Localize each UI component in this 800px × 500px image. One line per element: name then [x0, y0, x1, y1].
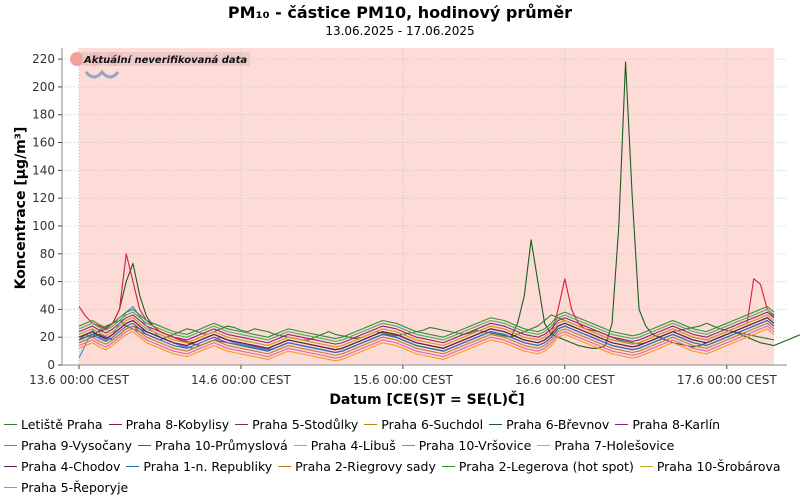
- y-tick-label: 80: [40, 247, 55, 261]
- unverified-data-band: [79, 48, 774, 365]
- legend-label: Praha 9-Vysočany: [21, 438, 133, 453]
- legend-label: Praha 10-Průmyslová: [155, 438, 288, 453]
- y-tick-label: 20: [40, 330, 55, 344]
- y-axis-label: Koncentrace [µg/m³]: [13, 127, 29, 290]
- legend-item: Praha 2-Legerova (hot spot): [441, 456, 634, 477]
- legend-swatch: [4, 487, 17, 488]
- legend-swatch: [4, 466, 17, 467]
- legend-item: Praha 10-Průmyslová: [138, 435, 288, 456]
- legend-item: Praha 6-Suchdol: [364, 414, 483, 435]
- annotation-wave-icon: [84, 69, 120, 79]
- chart-subtitle: 13.06.2025 - 17.06.2025: [325, 24, 474, 38]
- annotation-background: [82, 52, 250, 66]
- legend-label: Praha 6-Suchdol: [381, 417, 484, 432]
- legend-item: Praha 9-Vysočany: [4, 435, 132, 456]
- y-tick-label: 40: [40, 302, 55, 316]
- legend: Letiště Praha Praha 8-Kobylisy Praha 5-Sto…: [4, 414, 796, 498]
- legend-swatch: [293, 445, 307, 446]
- x-tick-label: 17.6 00:00 CEST: [677, 373, 778, 387]
- series-line-11: [78, 328, 775, 362]
- legend-label: Praha 10-Vršovice: [418, 438, 532, 453]
- y-tick-label: 140: [32, 163, 55, 177]
- x-tick-label: 14.6 00:00 CEST: [191, 373, 292, 387]
- legend-item: Letiště Praha: [4, 414, 103, 435]
- y-tick-label: 120: [32, 191, 55, 205]
- series-line-12: [78, 317, 775, 351]
- legend-label: Praha 2-Riegrovy sady: [295, 459, 436, 474]
- legend-swatch: [4, 424, 17, 425]
- legend-item: Praha 4-Chodov: [4, 456, 120, 477]
- y-tick-label: 60: [40, 275, 55, 289]
- annotation-marker: [70, 52, 84, 66]
- series-line-10: [78, 308, 775, 342]
- legend-item: Praha 10-Vršovice: [401, 435, 532, 456]
- legend-label: Praha 1-n. Republiky: [143, 459, 273, 474]
- legend-swatch: [108, 424, 122, 425]
- legend-label: Praha 6-Břevnov: [506, 417, 610, 432]
- x-tick-label: 15.6 00:00 CEST: [353, 373, 454, 387]
- legend-label: Praha 5-Řeporyje: [21, 480, 129, 495]
- y-tick-label: 0: [47, 358, 55, 372]
- legend-label: Praha 4-Chodov: [21, 459, 121, 474]
- y-tick-label: 220: [32, 52, 55, 66]
- legend-label: Praha 8-Kobylisy: [125, 417, 230, 432]
- legend-swatch: [4, 445, 17, 446]
- legend-label: Praha 10-Šrobárova: [656, 459, 781, 474]
- chart-title: PM₁₀ - částice PM10, hodinový průměr: [228, 3, 572, 22]
- legend-label: Praha 7-Holešovice: [554, 438, 675, 453]
- legend-label: Praha 2-Legerova (hot spot): [458, 459, 634, 474]
- y-tick-label: 180: [32, 108, 55, 122]
- legend-swatch: [138, 445, 152, 446]
- y-tick-label: 100: [32, 219, 55, 233]
- legend-swatch: [401, 445, 415, 446]
- y-tick-label: 160: [32, 136, 55, 150]
- legend-swatch: [278, 466, 292, 467]
- y-tick-label: 200: [32, 80, 55, 94]
- legend-item: Praha 4-Libuš: [293, 435, 396, 456]
- series-line-16: [78, 314, 775, 348]
- legend-label: Praha 8-Karlín: [632, 417, 721, 432]
- legend-swatch: [639, 466, 653, 467]
- plot-area: 0 20 40 60 80 100 120 140 160 180 200 220 13.6 00:00…: [29, 48, 800, 387]
- series-line-14: [78, 322, 775, 356]
- legend-item: Praha 8-Kobylisy: [108, 414, 230, 435]
- legend-item: Praha 6-Břevnov: [489, 414, 609, 435]
- legend-swatch: [364, 424, 378, 425]
- legend-item: Praha 8-Karlín: [615, 414, 720, 435]
- chart: PM₁₀ - částice PM10, hodinový průměr 13.…: [13, 3, 800, 408]
- legend-item: Praha 1-n. Republiky: [126, 456, 272, 477]
- legend-item: Praha 5-Řeporyje: [4, 477, 128, 498]
- legend-item: Praha 10-Šrobárova: [639, 456, 781, 477]
- legend-label: Praha 5-Stodůlky: [252, 417, 359, 432]
- series-line-17: [78, 325, 775, 359]
- legend-swatch: [126, 466, 140, 467]
- legend-item: Praha 7-Holešovice: [537, 435, 674, 456]
- x-tick-label: 13.6 00:00 CEST: [29, 373, 130, 387]
- legend-label: Praha 4-Libuš: [310, 438, 396, 453]
- legend-item: Praha 2-Riegrovy sady: [278, 456, 436, 477]
- legend-swatch: [615, 424, 629, 425]
- legend-swatch: [537, 445, 551, 446]
- legend-item: Praha 5-Stodůlky: [235, 414, 358, 435]
- series-line-13: [78, 319, 775, 354]
- legend-label: Letiště Praha: [21, 417, 103, 432]
- legend-swatch: [235, 424, 249, 425]
- series-line-6: [78, 311, 775, 345]
- legend-swatch: [441, 466, 455, 467]
- annotation-text: Aktuální neverifikovaná data: [83, 54, 247, 66]
- legend-swatch: [489, 424, 503, 425]
- x-tick-label: 16.6 00:00 CEST: [515, 373, 616, 387]
- x-axis-label: Datum [CE(S)T = SE(L)Č]: [329, 390, 524, 408]
- series-line-15: [78, 306, 775, 340]
